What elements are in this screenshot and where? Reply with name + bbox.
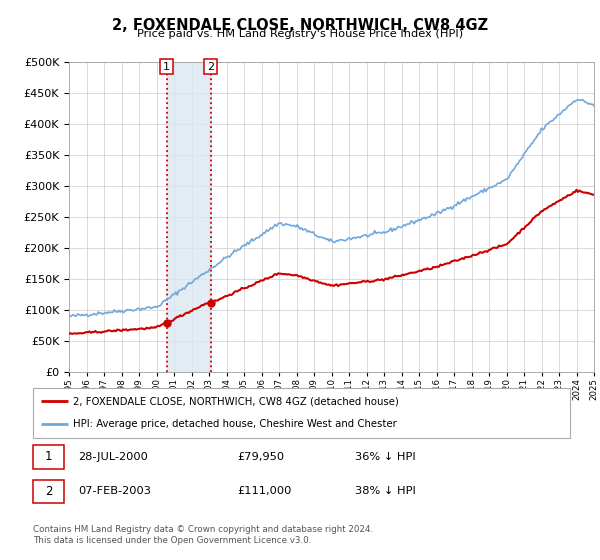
Text: HPI: Average price, detached house, Cheshire West and Chester: HPI: Average price, detached house, Ches… (73, 419, 397, 430)
Text: 2: 2 (207, 62, 214, 72)
Text: 2: 2 (45, 485, 52, 498)
Text: 2, FOXENDALE CLOSE, NORTHWICH, CW8 4GZ (detached house): 2, FOXENDALE CLOSE, NORTHWICH, CW8 4GZ (… (73, 396, 399, 406)
Text: 1: 1 (163, 62, 170, 72)
Text: 36% ↓ HPI: 36% ↓ HPI (355, 452, 416, 462)
Text: 1: 1 (45, 450, 52, 463)
Bar (33, 479, 64, 503)
Text: 2, FOXENDALE CLOSE, NORTHWICH, CW8 4GZ: 2, FOXENDALE CLOSE, NORTHWICH, CW8 4GZ (112, 18, 488, 33)
Text: £79,950: £79,950 (237, 452, 284, 462)
Text: 28-JUL-2000: 28-JUL-2000 (79, 452, 149, 462)
Text: 38% ↓ HPI: 38% ↓ HPI (355, 486, 416, 496)
Bar (167, 62, 211, 372)
FancyBboxPatch shape (33, 388, 570, 438)
Text: Contains HM Land Registry data © Crown copyright and database right 2024.
This d: Contains HM Land Registry data © Crown c… (33, 525, 373, 545)
Text: 07-FEB-2003: 07-FEB-2003 (79, 486, 152, 496)
Text: Price paid vs. HM Land Registry's House Price Index (HPI): Price paid vs. HM Land Registry's House … (137, 29, 463, 39)
Text: £111,000: £111,000 (237, 486, 292, 496)
Bar (33, 445, 64, 469)
